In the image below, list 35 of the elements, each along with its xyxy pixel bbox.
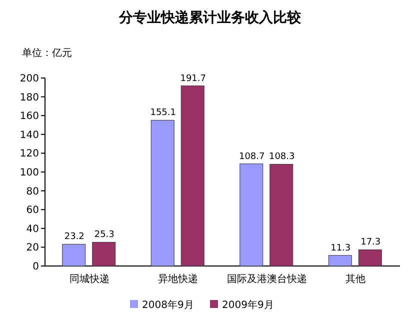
legend-label: 2008年9月 — [142, 299, 194, 311]
y-tick-label: 100 — [20, 168, 39, 178]
data-label: 191.7 — [180, 74, 206, 84]
y-tick-label: 60 — [26, 205, 39, 216]
bar — [180, 86, 204, 266]
bar — [358, 249, 382, 266]
x-tick-label: 其他 — [346, 273, 366, 285]
y-tick-label: 40 — [26, 224, 39, 235]
data-label: 25.3 — [94, 230, 114, 240]
bar — [62, 244, 86, 266]
bar — [92, 242, 116, 266]
y-axis-title: 单位：亿元 — [22, 47, 72, 59]
y-tick-label: 20 — [26, 242, 39, 254]
y-tick-label: 0 — [32, 262, 39, 272]
legend-label: 2009年9月 — [222, 299, 274, 311]
data-label: 108.3 — [268, 152, 295, 162]
y-tick-label: 200 — [20, 74, 39, 84]
x-tick-label: 国际及港澳台快递 — [226, 273, 307, 285]
bar — [328, 255, 352, 266]
data-label: 23.2 — [64, 232, 84, 242]
data-label: 108.7 — [238, 152, 265, 162]
bar — [150, 120, 174, 266]
data-label: 17.3 — [360, 238, 381, 248]
bar — [240, 164, 264, 266]
y-tick-label: 160 — [20, 111, 39, 122]
chart-title: 分专业快递累计业务收入比较 — [118, 9, 302, 26]
data-label: 11.3 — [330, 243, 351, 254]
bar — [270, 164, 294, 266]
x-tick-label: 同城快递 — [69, 273, 110, 285]
y-tick-label: 120 — [20, 148, 39, 160]
y-tick-label: 140 — [20, 130, 39, 141]
y-tick-label: 180 — [20, 92, 39, 104]
y-tick-label: 80 — [26, 186, 39, 198]
x-tick-label: 异地快递 — [158, 273, 198, 285]
data-label: 155.1 — [150, 108, 176, 118]
